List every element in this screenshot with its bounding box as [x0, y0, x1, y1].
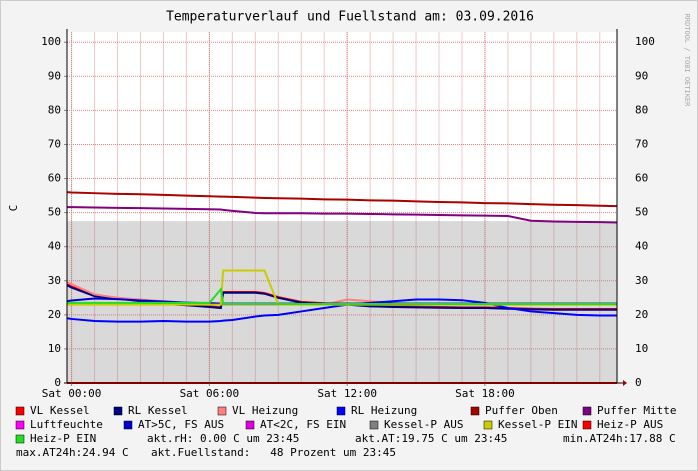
legend-label: Heiz-P AUS — [597, 418, 663, 431]
y2-tick-label: 90 — [635, 69, 648, 82]
y2-tick-label: 60 — [635, 172, 648, 185]
y-tick-label: 40 — [48, 240, 61, 253]
y2-tick-label: 20 — [635, 308, 648, 321]
y-tick-label: 90 — [48, 69, 61, 82]
legend-label: Kessel-P AUS — [384, 418, 463, 431]
legend-swatch — [123, 420, 133, 430]
y2-tick-label: 70 — [635, 137, 648, 150]
chart-title: Temperaturverlauf und Fuellstand am: 03.… — [166, 10, 534, 25]
legend-label: Puffer Mitte — [597, 404, 676, 417]
legend-swatch — [369, 420, 379, 430]
axes: 0 0 10 10 20 20 30 30 40 40 50 50 60 60 70 70 80 80 90 90 10… — [41, 29, 655, 400]
y-tick-label: 60 — [48, 172, 61, 185]
y2-tick-label: 80 — [635, 103, 648, 116]
legend-label: RL Kessel — [128, 404, 188, 417]
line — [67, 206, 618, 224]
legend-label: VL Heizung — [232, 404, 298, 417]
y-axis-label: C — [7, 205, 20, 212]
y2-tick-label: 30 — [635, 274, 648, 287]
line — [66, 191, 618, 208]
legend-swatch — [483, 420, 493, 430]
legend-label: VL Kessel — [30, 404, 90, 417]
legend-label: AT>5C, FS AUS — [138, 418, 224, 431]
y2-tick-label: 40 — [635, 240, 648, 253]
y-tick-label: 30 — [48, 274, 61, 287]
comment: akt.Fuellstand: 48 Prozent um 23:45 — [151, 446, 396, 459]
legend-swatch — [582, 406, 592, 416]
legend-swatch — [217, 406, 227, 416]
legend-swatch — [245, 420, 255, 430]
comment: akt.AT:19.75 C um 23:45 — [355, 432, 507, 445]
x-tick-label: Sat 00:00 — [42, 387, 102, 400]
line — [67, 286, 617, 305]
legend-swatch — [15, 434, 25, 444]
legend-label: Luftfeuchte — [30, 418, 103, 431]
y-tick-label: 70 — [48, 137, 61, 150]
legend-label: RL Heizung — [351, 404, 417, 417]
legend-label: AT<2C, FS EIN — [260, 418, 346, 431]
y-tick-label: 20 — [48, 308, 61, 321]
y-tick-label: 80 — [48, 103, 61, 116]
comment: max.AT24h:24.94 C — [16, 446, 129, 459]
legend-swatch — [582, 420, 592, 430]
y-tick-label: 100 — [41, 35, 61, 48]
legend-swatch — [15, 420, 25, 430]
grid — [67, 32, 617, 384]
line — [66, 298, 617, 323]
watermark: RRDTOOL / TOBI OETIKER — [683, 14, 691, 108]
y2-tick-label: 0 — [635, 376, 642, 389]
legend-label: Puffer Oben — [485, 404, 558, 417]
legend-label: Kessel-P EIN — [498, 418, 577, 431]
comment: akt.rH: 0.00 C um 23:45 — [147, 432, 299, 445]
x-tick-label: Sat 18:00 — [455, 387, 515, 400]
legend: VL Kessel RL Kessel VL Heizung RL Heizung Pu… — [15, 404, 676, 459]
y-tick-label: 50 — [48, 206, 61, 219]
y-tick-label: 10 — [48, 342, 61, 355]
y2-tick-label: 50 — [635, 206, 648, 219]
y2-tick-label: 10 — [635, 342, 648, 355]
legend-swatch — [336, 406, 346, 416]
x-axis-arrow — [623, 380, 627, 386]
legend-swatch — [113, 406, 123, 416]
y2-tick-label: 100 — [635, 35, 655, 48]
x-tick-label: Sat 06:00 — [180, 387, 240, 400]
x-tick-label: Sat 12:00 — [317, 387, 377, 400]
area — [67, 221, 617, 383]
legend-swatch — [15, 406, 25, 416]
comment: min.AT24h:17.88 C — [563, 432, 676, 445]
legend-label: Heiz-P EIN — [30, 432, 96, 445]
legend-swatch — [470, 406, 480, 416]
y-tick-label: 0 — [54, 376, 61, 389]
